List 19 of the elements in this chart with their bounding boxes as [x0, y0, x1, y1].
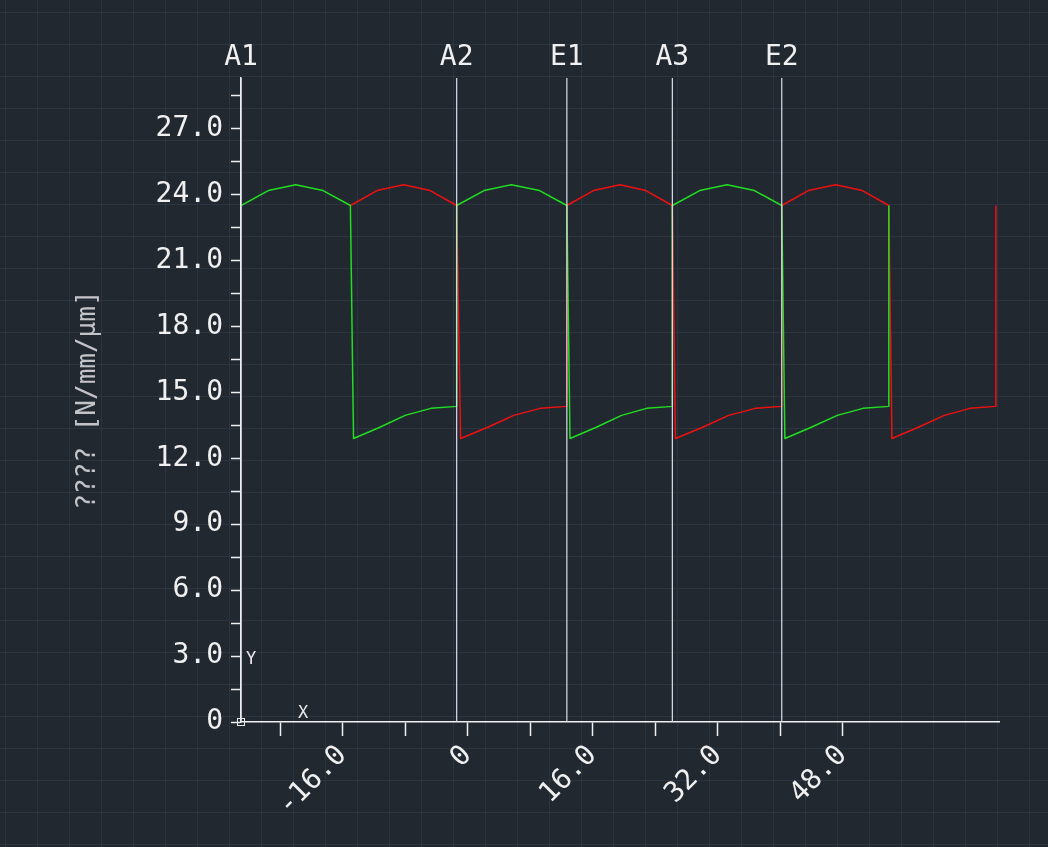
y-axis-title: ???? [N/mm/μm] [71, 290, 101, 510]
ref-line-label: A2 [439, 39, 474, 73]
ref-line-label: A1 [224, 39, 258, 73]
y-tick-label: 6.0 [172, 571, 223, 605]
ref-line-label: A3 [655, 39, 690, 73]
y-tick-label: 12.0 [155, 439, 223, 473]
y-tick-label: 9.0 [172, 505, 223, 539]
x-tick-label: 0 [442, 737, 478, 773]
y-tick-label: 3.0 [172, 637, 223, 671]
ref-line-label: E1 [550, 39, 584, 73]
y-tick-label: 18.0 [155, 307, 223, 341]
y-tick-label: 21.0 [155, 241, 223, 275]
ref-line-label: E2 [764, 39, 799, 73]
annotation: Y [245, 648, 257, 669]
annotation: X [297, 702, 309, 723]
y-tick-label: 15.0 [155, 373, 223, 407]
y-tick-label: 27.0 [155, 109, 223, 143]
y-tick-label: 24.0 [155, 175, 223, 209]
y-tick-label: 0 [206, 703, 223, 737]
